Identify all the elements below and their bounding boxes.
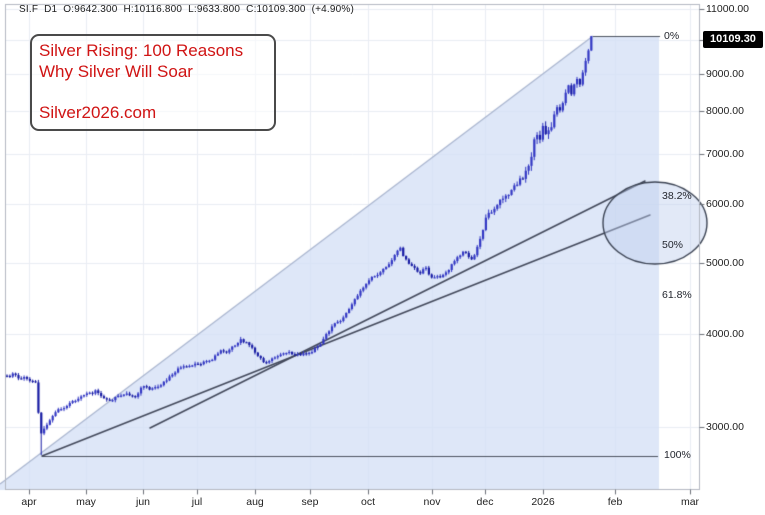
annotation-title-line1: Silver Rising: 100 Reasons (39, 41, 244, 60)
last-price-badge: 10109.30 (703, 31, 763, 48)
annotation-box: Silver Rising: 100 Reasons Why Silver Wi… (30, 34, 276, 131)
annotation-website: Silver2026.com (39, 103, 157, 122)
ohlc-header: SI.F D1 O:9642.300 H:10116.800 L:9633.80… (19, 4, 355, 15)
annotation-title-line2: Why Silver Will Soar (39, 62, 193, 81)
